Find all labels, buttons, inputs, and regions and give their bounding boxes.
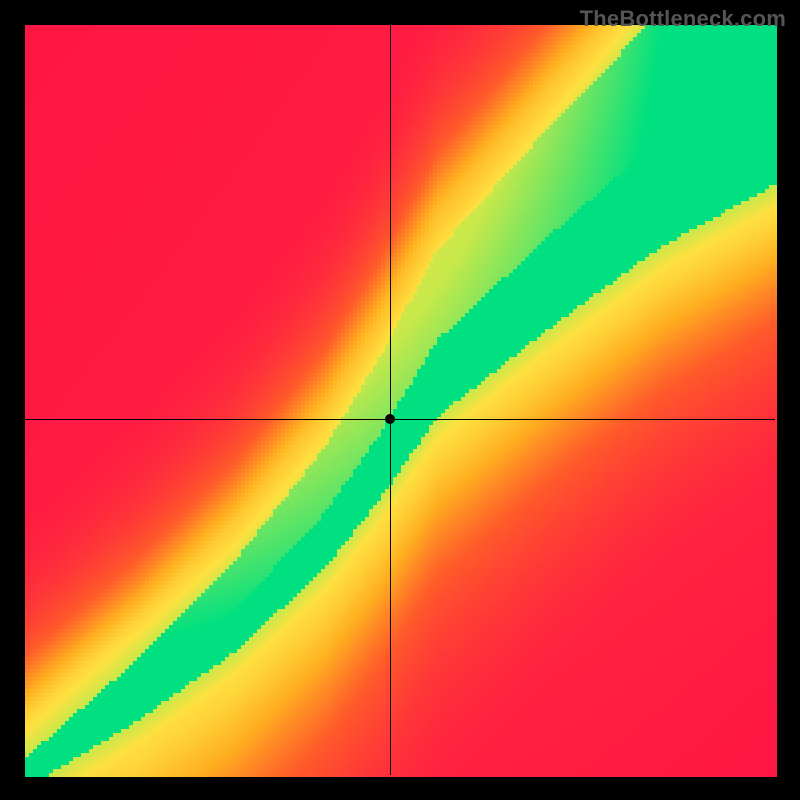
watermark-text: TheBottleneck.com	[580, 6, 786, 32]
crosshair-dot	[385, 414, 395, 424]
crosshair-vertical	[390, 25, 391, 775]
heatmap-canvas	[0, 0, 800, 800]
bottleneck-chart: TheBottleneck.com	[0, 0, 800, 800]
crosshair-horizontal	[25, 419, 775, 420]
